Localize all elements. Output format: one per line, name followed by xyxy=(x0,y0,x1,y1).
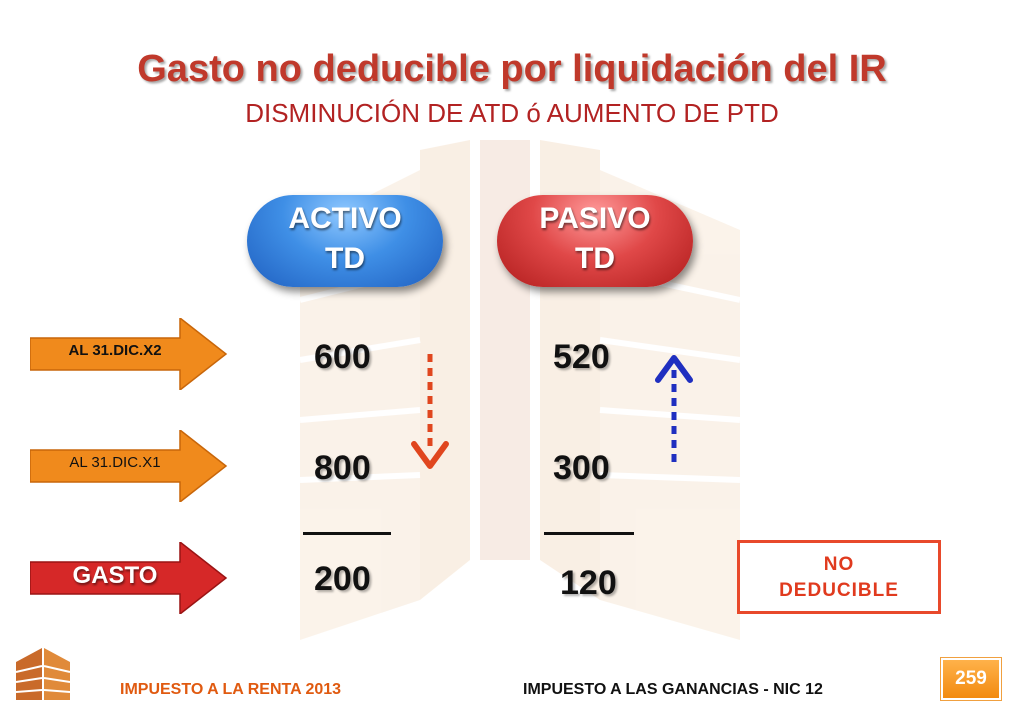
pasivo-label-line2: TD xyxy=(575,242,615,275)
row-label-x1-text: AL 31.DIC.X1 xyxy=(69,454,161,471)
orange-arrow-shape xyxy=(30,318,228,390)
pasivo-td-header: PASIVO TD xyxy=(497,195,693,287)
no-deducible-box: NO DEDUCIBLE xyxy=(737,540,941,614)
row-label-x1: AL 31.DIC.X1 xyxy=(30,430,230,502)
pasivo-label-line1: PASIVO xyxy=(539,202,651,235)
no-deducible-line2: DEDUCIBLE xyxy=(779,580,899,601)
pasivo-gasto-value: 120 xyxy=(560,564,617,602)
footer-left-text: IMPUESTO A LA RENTA 2013 xyxy=(120,681,342,698)
activo-sum-rule xyxy=(303,532,391,535)
activo-label-line1: ACTIVO xyxy=(288,202,402,235)
row-label-gasto: GASTO xyxy=(30,542,230,614)
activo-x2-value: 600 xyxy=(314,338,371,376)
slide-subtitle: DISMINUCIÓN DE ATD ó AUMENTO DE PTD xyxy=(245,98,779,128)
row-label-x2-text: AL 31.DIC.X2 xyxy=(68,342,162,359)
red-arrow-shape xyxy=(30,542,228,614)
building-logo-icon xyxy=(15,648,71,700)
pasivo-sum-rule xyxy=(544,532,634,535)
row-label-gasto-text: GASTO xyxy=(72,562,158,589)
row-label-x2: AL 31.DIC.X2 xyxy=(30,318,230,390)
pasivo-x2-value: 520 xyxy=(553,338,610,376)
slide-title: Gasto no deducible por liquidación del I… xyxy=(137,48,887,90)
down-arrow-icon xyxy=(411,354,449,469)
up-arrow-icon xyxy=(655,355,693,464)
activo-x1-value: 800 xyxy=(314,449,371,487)
footer-right-text: IMPUESTO A LAS GANANCIAS - NIC 12 xyxy=(523,681,823,698)
activo-label-line2: TD xyxy=(325,242,365,275)
no-deducible-line1: NO xyxy=(823,554,855,575)
page-number-badge: 259 xyxy=(941,658,1001,700)
orange-arrow-shape xyxy=(30,430,228,502)
activo-td-header: ACTIVO TD xyxy=(247,195,443,287)
pasivo-x1-value: 300 xyxy=(553,449,610,487)
activo-gasto-value: 200 xyxy=(314,560,371,598)
